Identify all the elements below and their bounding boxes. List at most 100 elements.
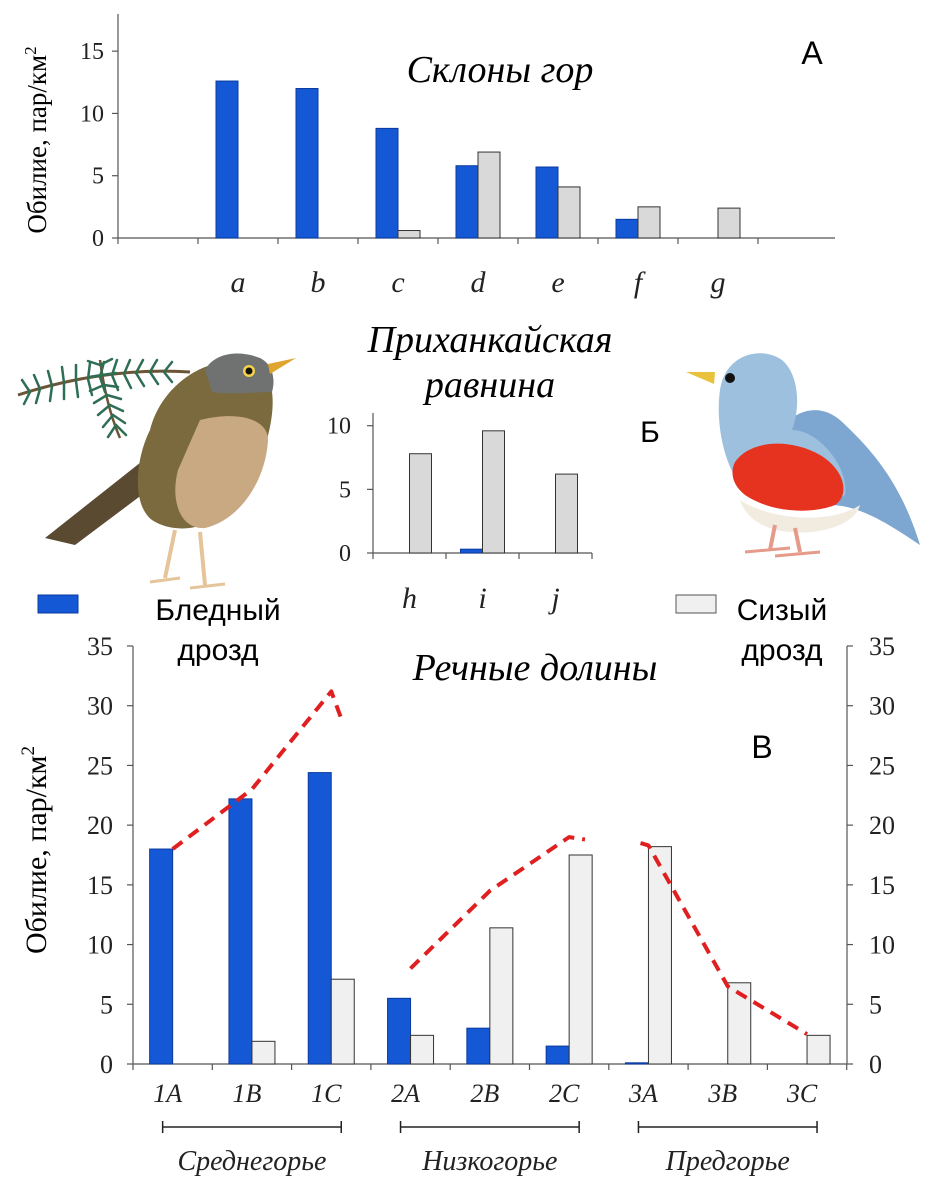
chart-c-bar-grey (647, 846, 672, 1065)
chart-b-ytick-label: 0 (339, 541, 351, 567)
chart-c-bar-pale (228, 798, 253, 1065)
chart-c-ytick-label-right: 20 (869, 811, 895, 840)
chart-c-category-label: 1C (311, 1079, 342, 1108)
chart-c-category-label: 3A (628, 1079, 658, 1108)
chart-c-group-label: Низкогорье (421, 1146, 557, 1177)
chart-c-ytick-label-right: 10 (869, 931, 895, 960)
chart-c-bar-pale (387, 997, 412, 1065)
chart-c-category-label: 2A (391, 1079, 420, 1108)
chart-c-bar-pale (149, 848, 174, 1065)
chart-c-bar-grey (489, 927, 514, 1065)
chart-b-category-label: j (547, 582, 559, 615)
chart-c-trend-line (639, 841, 809, 1036)
chart-c-ytick-label-left: 30 (87, 692, 113, 721)
chart-a-bar-pale (375, 127, 399, 239)
chart-c-ytick-label-right: 15 (869, 871, 895, 900)
chart-c-group-label: Предгорье (665, 1146, 790, 1177)
chart-c-ylabel: Обилие, пар/км2 (18, 746, 53, 954)
chart-c-ytick-label-right: 25 (869, 751, 895, 780)
chart-a-bar-pale (535, 166, 559, 239)
chart-c-category-label: 1B (233, 1079, 262, 1108)
fir-branch-illustration (17, 357, 191, 439)
chart-a-ytick-label: 5 (92, 164, 104, 190)
chart-c-bar-grey (568, 854, 593, 1065)
chart-a-category-label: g (711, 266, 726, 299)
chart-c-ytick-label-left: 20 (87, 811, 113, 840)
legend: Бледный дрозд Сизый дрозд (37, 594, 828, 667)
chart-a-bar-grey (557, 186, 581, 239)
chart-c-category-label: 3B (707, 1079, 737, 1108)
chart-c-ytick-label-right: 30 (869, 692, 895, 721)
chart-c-ytick-label-left: 5 (100, 990, 113, 1019)
chart-c-ytick-label-left: 35 (87, 632, 113, 661)
legend-pale-label-2: дрозд (177, 634, 258, 667)
chart-a-bar-grey (397, 230, 421, 239)
chart-c-category-label: 2C (549, 1079, 580, 1108)
chart-c-ytick-label-right: 5 (869, 990, 882, 1019)
chart-b-ytick-label: 5 (339, 477, 351, 503)
chart-b-bar-grey (555, 473, 578, 554)
chart-a-ylabel: Обилие, пар/км2 (21, 46, 52, 233)
chart-c-ytick-label-left: 0 (100, 1050, 113, 1079)
chart-a-title: Склоны гор (407, 49, 594, 91)
chart-a-bar-pale (215, 80, 239, 239)
chart-c-category-label: 3C (786, 1079, 818, 1108)
chart-b-bar-grey (482, 430, 505, 554)
chart-b-title-line2: равнина (422, 364, 555, 406)
legend-swatch-pale (37, 594, 79, 614)
chart-a-category-label: f (634, 266, 646, 299)
chart-a-ytick-label: 0 (92, 226, 104, 252)
chart-b-bar-pale (460, 548, 483, 554)
chart-a-category-label: b (311, 266, 326, 299)
chart-c-bar-pale (307, 772, 332, 1065)
chart-a-panel-label: А (801, 35, 823, 71)
chart-c-panel-label: В (751, 729, 772, 765)
legend-pale-label-1: Бледный (155, 594, 280, 627)
chart-c-ytick-label-right: 35 (869, 632, 895, 661)
chart-c-bar-grey (410, 1034, 435, 1065)
chart-river-valleys: Речные долины В Обилие, пар/км2 0 0 5 5 10 10… (18, 632, 895, 1177)
chart-c-bar-pale (624, 1062, 649, 1065)
grey-thrush-bird (686, 353, 920, 558)
chart-a-bar-pale (455, 165, 479, 239)
chart-a-category-label: a (231, 266, 246, 299)
chart-a-bar-grey (477, 151, 501, 239)
chart-a-ytick-label: 15 (80, 39, 104, 65)
chart-c-bar-pale (545, 1045, 570, 1065)
chart-b-category-label: h (402, 582, 417, 615)
chart-c-bar-grey (330, 978, 355, 1065)
chart-b-bar-grey (409, 453, 432, 554)
chart-c-trend-line (171, 689, 345, 851)
chart-c-ytick-label-right: 0 (869, 1050, 882, 1079)
chart-c-group-label: Среднегорье (177, 1146, 326, 1177)
chart-slopes: Склоны гор А Обилие, пар/км2 0 5 10 15 a b c d e… (21, 14, 835, 299)
chart-c-category-label: 1A (153, 1079, 182, 1108)
chart-a-ytick-label: 10 (80, 101, 104, 127)
chart-a-category-label: e (551, 266, 564, 299)
chart-c-bar-grey (806, 1034, 831, 1065)
legend-grey-label-2: дрозд (741, 634, 822, 667)
legend-grey-label-1: Сизый (737, 594, 828, 627)
chart-c-bar-grey (251, 1040, 276, 1065)
chart-b-title-line1: Приханкайская (367, 319, 613, 361)
chart-b-ytick-label: 10 (327, 414, 351, 440)
chart-plain: Приханкайская равнина Б 0 5 10 h i j (327, 319, 660, 615)
chart-c-ytick-label-left: 25 (87, 751, 113, 780)
chart-c-category-label: 2B (470, 1079, 499, 1108)
chart-c-ytick-label-left: 15 (87, 871, 113, 900)
chart-c-ytick-label-left: 10 (87, 931, 113, 960)
chart-a-bar-grey (637, 206, 661, 239)
pale-thrush-bird (45, 353, 296, 590)
chart-c-bar-grey (727, 982, 752, 1065)
chart-a-bar-pale (615, 218, 639, 239)
chart-a-bar-pale (295, 88, 319, 239)
chart-a-bar-grey (717, 207, 741, 239)
chart-c-bar-pale (466, 1027, 491, 1065)
chart-c-title: Речные долины (412, 647, 658, 689)
legend-swatch-grey (675, 594, 717, 614)
chart-b-panel-label: Б (640, 416, 660, 449)
chart-a-category-label: d (471, 266, 487, 299)
chart-a-category-label: c (391, 266, 404, 299)
chart-b-category-label: i (478, 582, 486, 615)
